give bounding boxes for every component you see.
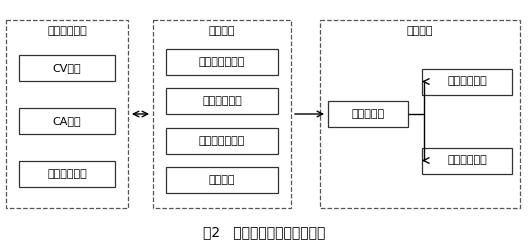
Text: CA模型: CA模型 bbox=[53, 116, 81, 126]
Text: 最可能模型选择: 最可能模型选择 bbox=[199, 136, 245, 146]
Bar bbox=[320, 20, 520, 208]
Bar bbox=[166, 167, 278, 193]
Text: 相似模型合并: 相似模型合并 bbox=[202, 96, 242, 106]
Bar bbox=[19, 108, 115, 134]
Text: 迭代策略: 迭代策略 bbox=[209, 175, 235, 185]
Bar bbox=[166, 49, 278, 75]
Text: 滤波处理: 滤波处理 bbox=[407, 26, 433, 36]
Text: 当前统计模型: 当前统计模型 bbox=[47, 169, 87, 179]
Text: 模型集的确定: 模型集的确定 bbox=[47, 26, 87, 36]
Text: 配合規則: 配合規則 bbox=[209, 26, 235, 36]
Text: 不可能模型舍去: 不可能模型舍去 bbox=[199, 57, 245, 67]
Bar bbox=[19, 161, 115, 187]
Text: CV模型: CV模型 bbox=[53, 63, 81, 73]
Bar bbox=[166, 88, 278, 114]
Bar bbox=[422, 148, 512, 174]
Text: 卡尔曼滤波: 卡尔曼滤波 bbox=[351, 109, 385, 119]
Bar bbox=[166, 128, 278, 154]
Bar bbox=[328, 101, 408, 127]
Text: 加权融合外推: 加权融合外推 bbox=[447, 155, 487, 165]
Bar bbox=[153, 20, 291, 208]
Text: 图2   多模型跟踪算法设计框图: 图2 多模型跟踪算法设计框图 bbox=[203, 225, 325, 239]
Text: 建立点迹航迹: 建立点迹航迹 bbox=[447, 76, 487, 87]
Bar bbox=[19, 55, 115, 81]
Bar bbox=[6, 20, 128, 208]
Bar bbox=[422, 68, 512, 94]
